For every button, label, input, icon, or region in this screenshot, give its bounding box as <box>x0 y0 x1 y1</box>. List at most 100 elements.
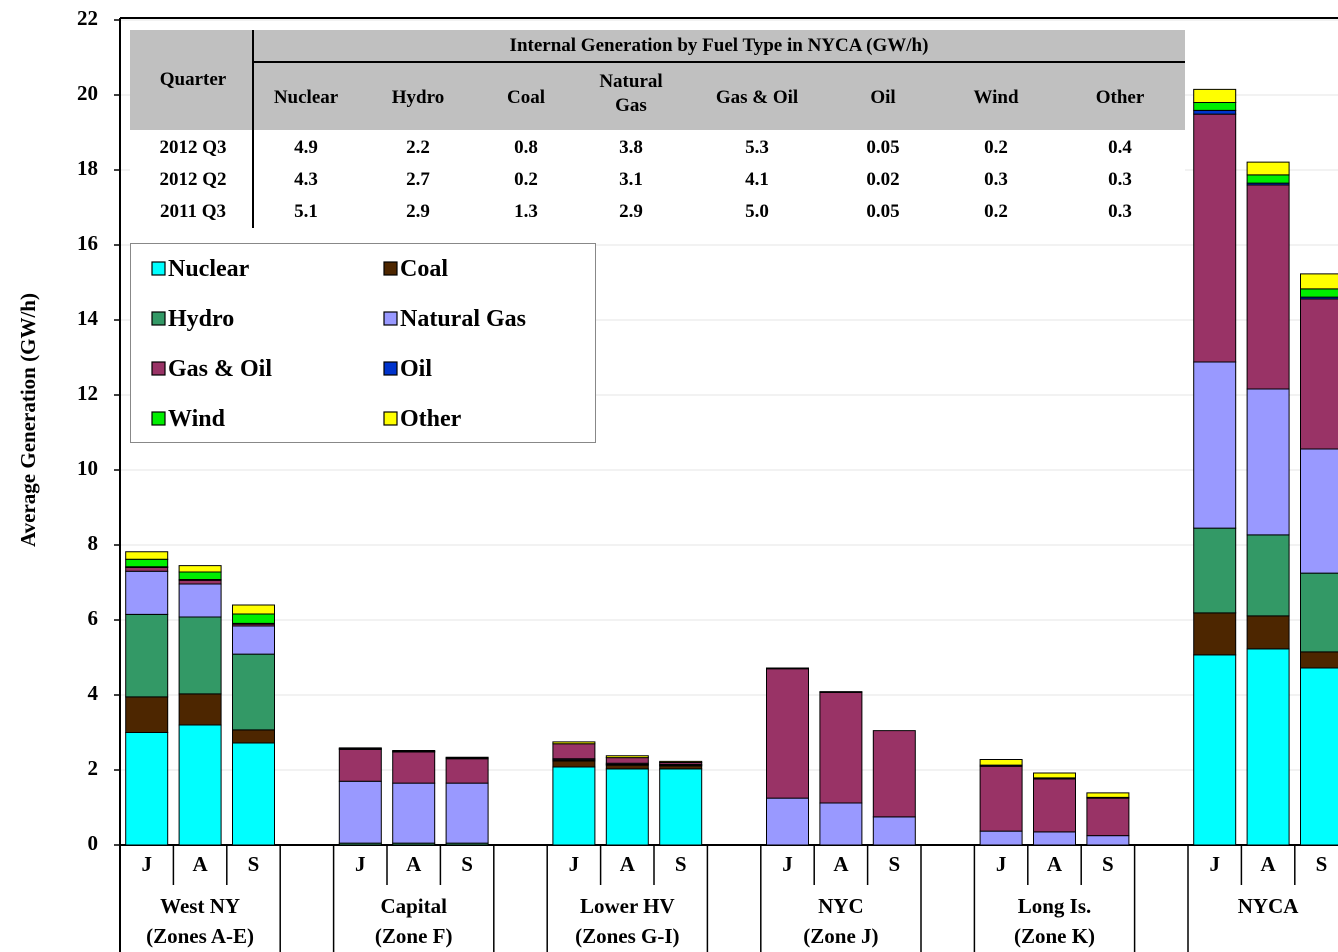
legend-swatch <box>383 261 398 276</box>
x-tick-label: A <box>833 852 849 876</box>
bar-segment <box>1300 288 1338 298</box>
legend-swatch <box>383 411 398 426</box>
bar-segment <box>1300 572 1338 653</box>
table-header: Gas & Oil <box>715 87 799 108</box>
table-cell: 2.9 <box>619 201 643 222</box>
y-tick-label: 16 <box>77 231 98 255</box>
legend: Nuclear Coal Hydro Natural Gas Gas & Oil Oil W… <box>130 243 596 443</box>
table-cell: 5.1 <box>294 201 318 222</box>
bar-segment <box>552 743 596 760</box>
legend-swatch <box>151 361 166 376</box>
bar-segment <box>338 780 382 844</box>
legend-swatches <box>151 261 398 426</box>
bar-segment <box>178 724 222 846</box>
data-table: Internal Generation by Fuel Type in NYCA… <box>130 30 1185 228</box>
x-tick-label: S <box>1316 852 1328 876</box>
bar-segment <box>979 765 1023 832</box>
bar-segment <box>392 782 436 844</box>
bar-segment <box>338 747 382 750</box>
group-label: NYC <box>818 894 864 918</box>
group-sublabel: (Zones A-E) <box>146 924 254 948</box>
bar-segment <box>605 757 649 764</box>
legend-swatch <box>151 411 166 426</box>
table-cell: 0.02 <box>866 169 900 190</box>
table-header: Hydro <box>391 87 445 108</box>
bar-segment <box>1033 778 1076 833</box>
x-tick-label: J <box>996 852 1007 876</box>
table-cell: 0.3 <box>984 169 1008 190</box>
bar-segment <box>979 830 1023 846</box>
bar-segment <box>1193 527 1237 614</box>
group-sublabel: (Zone J) <box>803 924 878 948</box>
bar-segment <box>125 567 169 572</box>
table-header-bg <box>130 30 1185 130</box>
legend-label: Nuclear <box>168 256 250 282</box>
x-tick-label: S <box>888 852 900 876</box>
group-sublabel: (Zone F) <box>375 924 453 948</box>
table-cell: 0.4 <box>1108 137 1132 158</box>
bar-segment <box>1086 797 1130 837</box>
bar-segment <box>1193 612 1237 656</box>
bar-segment <box>232 625 275 655</box>
y-tick-label: 6 <box>88 606 99 630</box>
bar-segment <box>552 741 596 745</box>
bar-segment <box>232 613 275 624</box>
bar-segment <box>1086 792 1130 798</box>
table-cell: 5.0 <box>745 201 769 222</box>
legend-label: Oil <box>400 356 433 382</box>
bar-segment <box>445 758 489 784</box>
bar-segment <box>872 816 916 846</box>
group-sublabel: (Zones G-I) <box>575 924 679 948</box>
bar-segment <box>178 583 222 618</box>
bar-segment <box>125 570 169 615</box>
table-frame <box>130 30 1185 228</box>
bar-segment <box>232 742 275 846</box>
x-tick-label: S <box>248 852 260 876</box>
bar-segment <box>1193 109 1237 115</box>
group-label: Capital <box>380 894 447 918</box>
bar-segment <box>178 571 222 580</box>
x-tick-label: J <box>141 852 152 876</box>
table-header: Natural Gas <box>599 71 663 116</box>
bar-segment <box>1246 648 1290 846</box>
table-cell: 2.2 <box>406 137 430 158</box>
table-cell: 0.8 <box>514 137 538 158</box>
bar-segment <box>125 558 169 568</box>
x-tick-label: J <box>1209 852 1220 876</box>
y-tick-label: 20 <box>77 81 98 105</box>
bar-segment <box>1300 667 1338 846</box>
table-cell: 2.9 <box>406 201 430 222</box>
bar-segment <box>1193 88 1237 103</box>
bar-segment <box>232 604 275 615</box>
bar-segment <box>178 565 222 573</box>
bar-segment <box>552 760 596 768</box>
table-title: Internal Generation by Fuel Type in NYCA… <box>509 35 929 56</box>
bar-segment <box>819 691 863 804</box>
bar-segment <box>1246 534 1290 617</box>
table-cell: 3.8 <box>619 137 643 158</box>
group-label: NYCA <box>1238 894 1299 918</box>
bar-segment <box>125 696 169 733</box>
group-sublabel: (Zone K) <box>1014 924 1095 948</box>
bar-segment <box>1246 388 1290 536</box>
x-tick-label: J <box>569 852 580 876</box>
bar-segment <box>1246 184 1290 390</box>
bar-segment <box>1300 273 1338 290</box>
bar-segment <box>605 755 649 759</box>
bar-segment <box>766 668 809 799</box>
bar-segment <box>178 693 222 726</box>
legend-label: Other <box>400 406 462 432</box>
table-cell: 1.3 <box>514 201 538 222</box>
legend-swatch <box>151 261 166 276</box>
x-tick-label: A <box>406 852 422 876</box>
bar-segment <box>659 760 703 763</box>
group-label: Lower HV <box>580 894 675 918</box>
table-cell: 4.3 <box>294 169 318 190</box>
bar-segment <box>1300 298 1338 450</box>
y-tick-label: 0 <box>88 831 99 855</box>
bar-segment <box>1300 448 1338 574</box>
x-tick-label: S <box>1102 852 1114 876</box>
legend-label: Natural Gas <box>400 306 526 332</box>
bar-segment <box>1033 772 1076 779</box>
